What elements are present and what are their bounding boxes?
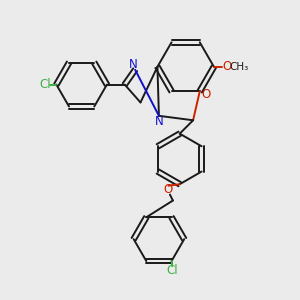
Text: CH₃: CH₃ <box>230 62 249 72</box>
Text: O: O <box>201 88 210 101</box>
Text: O: O <box>164 183 173 196</box>
Text: Cl: Cl <box>166 264 178 277</box>
Text: O: O <box>223 60 232 73</box>
Text: N: N <box>128 58 137 71</box>
Text: Cl: Cl <box>39 78 51 91</box>
Text: N: N <box>155 115 164 128</box>
